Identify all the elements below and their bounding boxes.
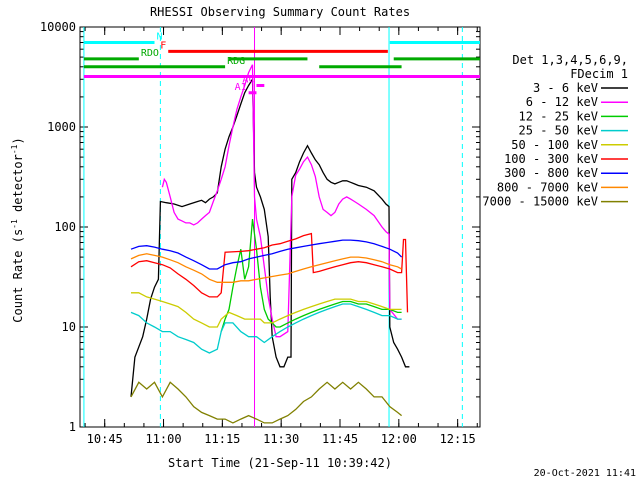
y-tick-label: 10000 bbox=[40, 20, 76, 34]
legend-entry-6-12-kev: 6 - 12 keV bbox=[526, 95, 598, 109]
flag-label-ac: AC bbox=[242, 75, 254, 86]
flag-label-a1: A1 bbox=[235, 82, 247, 93]
y-axis-label-main: Count Rate (s bbox=[11, 229, 25, 323]
y-axis-label-mid: detector bbox=[11, 154, 25, 219]
y-tick-label: 10 bbox=[62, 320, 76, 334]
footer-timestamp: 20-Oct-2021 11:41 bbox=[534, 468, 636, 479]
legend-entry-100-300-kev: 100 - 300 keV bbox=[504, 152, 598, 166]
x-tick-label: 12:15 bbox=[440, 432, 476, 446]
legend-entry-7000-15000-kev: 7000 - 15000 keV bbox=[482, 195, 598, 209]
y-tick-label: 100 bbox=[54, 220, 76, 234]
series-line-7000-15000-kev bbox=[130, 381, 403, 424]
legend-entry-3-6-kev: 3 - 6 keV bbox=[533, 81, 598, 95]
legend-entry-12-25-kev: 12 - 25 keV bbox=[519, 109, 598, 123]
x-tick-label: 11:45 bbox=[322, 432, 358, 446]
y-tick-label: 1 bbox=[69, 420, 76, 434]
series-line-100-300-kev bbox=[130, 232, 409, 313]
y-tick-label: 1000 bbox=[47, 120, 76, 134]
series-line-25-50-kev bbox=[130, 303, 402, 354]
plot-area: 1 10 100 1000 10000 10:45 11:00 11:15 11:30 11:45… bbox=[40, 20, 481, 446]
y-axis-label-end: ) bbox=[11, 137, 25, 144]
legend-entry-800-7000-kev: 800 - 7000 keV bbox=[497, 180, 598, 194]
x-tick-label: 11:15 bbox=[204, 432, 240, 446]
series-line-6-12-kev bbox=[161, 64, 402, 338]
series-line-800-7000-kev bbox=[130, 253, 402, 283]
y-axis-label-sup2: -1 bbox=[10, 144, 19, 154]
series-line-12-25-kev bbox=[220, 219, 402, 332]
flag-label-n: N bbox=[157, 31, 163, 42]
flag-label-rdg: RDG bbox=[227, 56, 245, 67]
legend-entry-300-800-kev: 300 - 800 keV bbox=[504, 166, 598, 180]
series-line-3-6-kev bbox=[130, 77, 410, 397]
legend-header-1: Det 1,3,4,5,6,9, bbox=[512, 53, 628, 67]
flag-label-f: F bbox=[160, 40, 166, 51]
x-axis-label: Start Time (21-Sep-11 10:39:42) bbox=[168, 456, 392, 470]
series-line-300-800-kev bbox=[130, 239, 403, 270]
series-line-50-100-kev bbox=[131, 292, 402, 328]
chart-title: RHESSI Observing Summary Count Rates bbox=[150, 5, 410, 19]
legend-entry-50-100-kev: 50 - 100 keV bbox=[511, 138, 598, 152]
legend-header-2: FDecim 1 bbox=[570, 67, 628, 81]
x-tick-label: 11:00 bbox=[145, 432, 181, 446]
x-tick-label: 10:45 bbox=[87, 432, 123, 446]
y-axis-label: Count Rate (s-1 detector-1) bbox=[10, 137, 25, 322]
y-axis-label-sup1: -1 bbox=[10, 219, 19, 229]
flag-label-rdo: RDO bbox=[141, 48, 159, 59]
x-tick-label: 11:30 bbox=[263, 432, 299, 446]
legend-entry-25-50-kev: 25 - 50 keV bbox=[519, 124, 598, 138]
x-tick-label: 12:00 bbox=[381, 432, 417, 446]
